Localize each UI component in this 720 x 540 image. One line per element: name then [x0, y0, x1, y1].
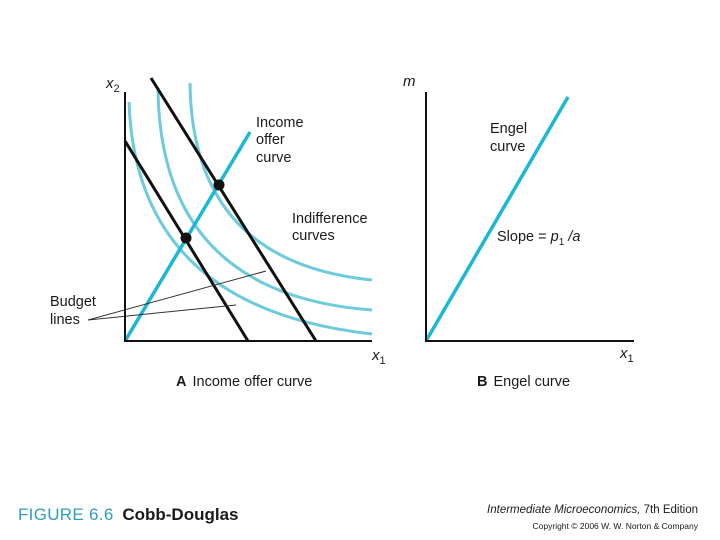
panel-a-caption: A Income offer curve	[176, 374, 312, 390]
book-title: Intermediate Microeconomics,	[487, 504, 641, 516]
indifference-curves-label: Indifference curves	[292, 211, 372, 244]
book-title-line: Intermediate Microeconomics, 7th Edition	[487, 500, 698, 518]
optimum-point-1	[180, 232, 192, 244]
panel-b-x-label: x1	[619, 345, 634, 365]
budget-pointer-1	[87, 270, 267, 321]
budget-line-2	[149, 77, 318, 342]
figure-number: FIGURE 6.6	[18, 505, 114, 524]
panel-a-y-label: x2	[105, 75, 120, 95]
indifference-curve-3	[188, 82, 373, 282]
panel-a-x-label: x1	[371, 347, 386, 367]
engel-curve	[424, 96, 570, 342]
indifference-curve-2	[156, 87, 373, 312]
optimum-point-2	[213, 179, 225, 191]
book-edition: 7th Edition	[640, 504, 698, 516]
slope-label: Slope = p1 /a	[497, 229, 580, 248]
panel-b-y-label: m	[403, 73, 416, 90]
figure-title: Cobb-Douglas	[122, 505, 239, 524]
panel-b-engel: m x1 Engel curve Slope = p1 /a B Engel cu…	[403, 73, 634, 390]
copyright-text: Copyright © 2006 W. W. Norton & Company	[532, 521, 698, 531]
income-offer-label: Income offer curve	[256, 115, 308, 166]
book-credit: Intermediate Microeconomics, 7th Edition…	[487, 500, 698, 531]
panel-a-income-offer: x2 x1 Income offer curve Indifference cu…	[50, 75, 386, 390]
figure-caption: FIGURE 6.6 Cobb-Douglas	[18, 505, 238, 525]
engel-curve-label: Engel curve	[490, 121, 531, 155]
panel-b-caption: B Engel curve	[477, 374, 570, 390]
budget-pointer-2	[87, 304, 237, 321]
budget-lines-label: Budget lines	[50, 294, 100, 328]
indifference-curve-1	[127, 101, 373, 336]
